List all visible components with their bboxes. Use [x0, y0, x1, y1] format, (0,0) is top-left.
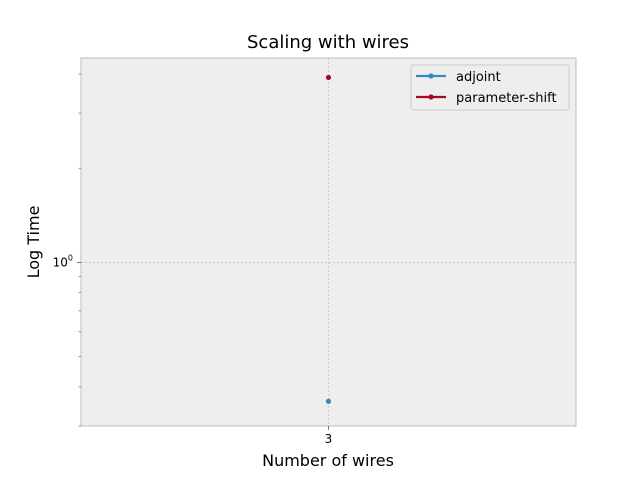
chart-title: Scaling with wires — [247, 32, 409, 53]
data-point-parameter-shift — [325, 74, 332, 81]
y-tick-label: 100 — [53, 253, 73, 269]
x-axis-label: Number of wires — [262, 451, 394, 470]
y-axis-label: Log Time — [24, 206, 43, 279]
legend: adjoint parameter-shift — [410, 64, 570, 111]
legend-marker-adjoint — [428, 73, 434, 79]
legend-label-adjoint: adjoint — [456, 70, 501, 85]
grid — [81, 58, 576, 426]
legend-entry-adjoint: adjoint — [416, 70, 501, 85]
data-points — [325, 74, 332, 404]
legend-box — [410, 64, 570, 111]
data-point-adjoint — [325, 398, 332, 404]
legend-marker-parameter-shift — [428, 94, 434, 100]
ticks: 3 100 — [53, 73, 333, 446]
x-tick-label: 3 — [325, 432, 333, 446]
legend-label-parameter-shift: parameter-shift — [456, 91, 557, 106]
legend-entry-parameter-shift: parameter-shift — [416, 91, 557, 106]
